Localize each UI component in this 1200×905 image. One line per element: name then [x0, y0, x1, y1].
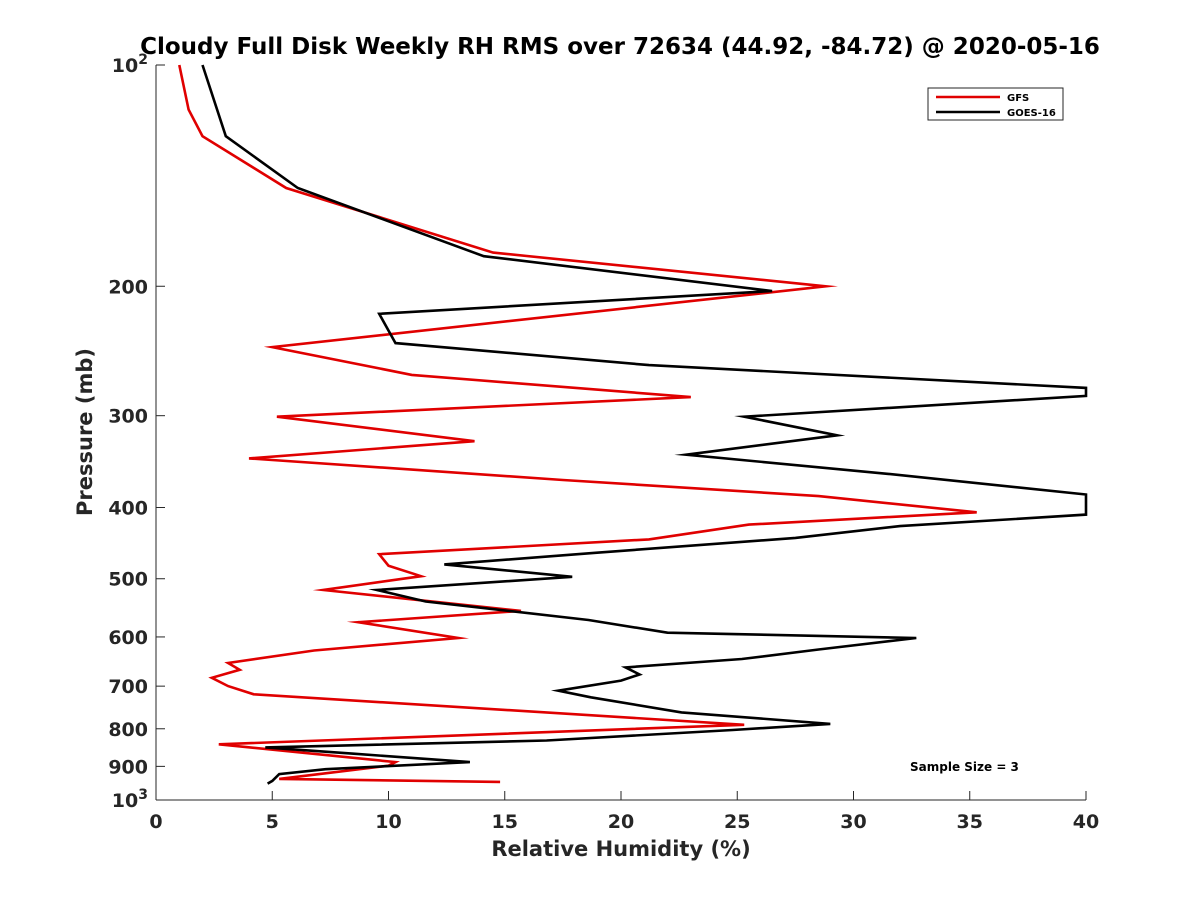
chart-title: Cloudy Full Disk Weekly RH RMS over 7263…: [140, 34, 1100, 60]
x-tick-label: 0: [149, 811, 162, 833]
x-axis-label: Relative Humidity (%): [491, 837, 750, 861]
series-line-gfs: [178, 64, 977, 784]
x-tick-label: 5: [266, 811, 279, 833]
sample-size-annotation: Sample Size = 3: [910, 760, 1019, 774]
x-tick-label: 25: [724, 811, 750, 833]
y-tick-label: 102: [112, 52, 148, 77]
x-tick-label: 30: [840, 811, 866, 833]
legend: GFS GOES-16: [927, 87, 1064, 121]
x-tick-label: 15: [492, 811, 518, 833]
y-tick-label: 300: [108, 406, 148, 428]
y-axis-label: Pressure (mb): [73, 348, 97, 516]
legend-box: [927, 87, 1064, 121]
x-tick-label: 35: [957, 811, 983, 833]
series-line-goes-16: [201, 64, 1088, 785]
y-tick-label: 700: [108, 676, 148, 698]
y-tick-label: 103: [112, 787, 148, 812]
plot-area: 0 5 10 15 20 25 30 35 40 102 200 300 400 500 600 700 800…: [108, 52, 1099, 833]
x-tick-label: 10: [375, 811, 401, 833]
y-tick-label: 400: [108, 498, 148, 520]
y-tick-label: 500: [108, 569, 148, 591]
legend-label: GFS: [1007, 93, 1029, 104]
x-tick-label: 40: [1073, 811, 1099, 833]
y-tick-label: 900: [108, 756, 148, 778]
x-tick-label: 20: [608, 811, 634, 833]
y-tick-label: 600: [108, 627, 148, 649]
legend-label: GOES-16: [1007, 108, 1056, 119]
y-tick-label: 200: [108, 276, 148, 298]
y-tick-label: 800: [108, 719, 148, 741]
